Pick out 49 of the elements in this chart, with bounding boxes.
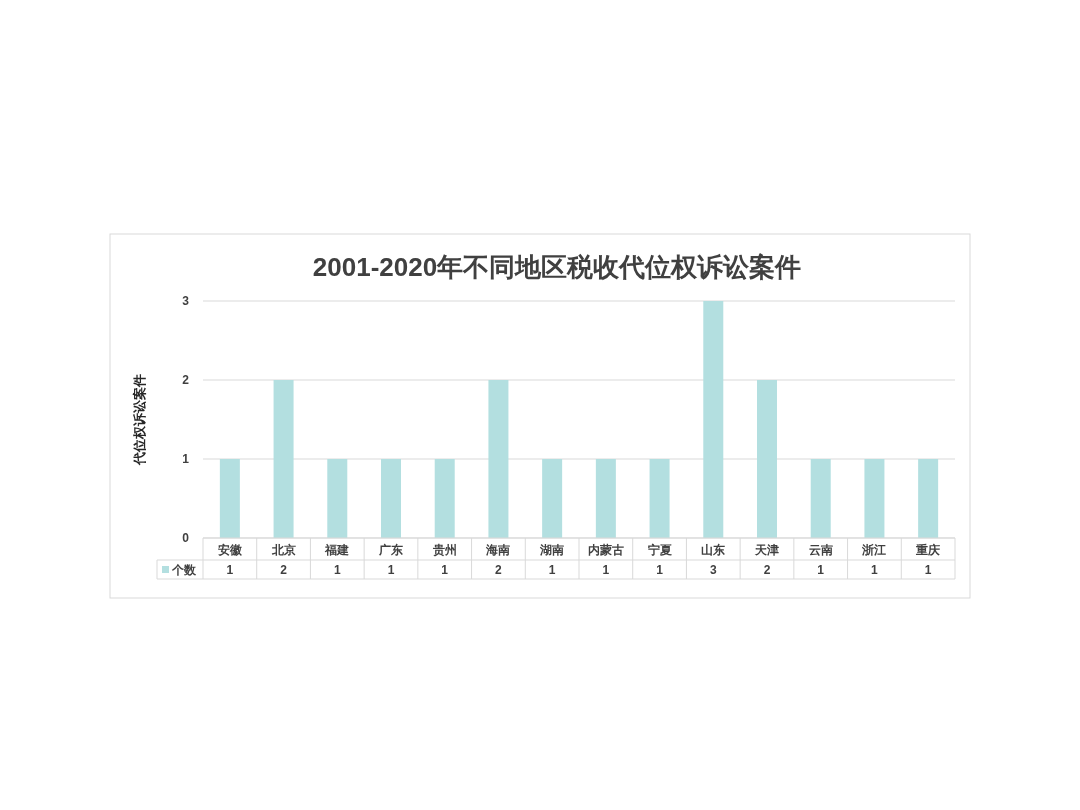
bar	[273, 380, 294, 538]
data-label: 1	[656, 563, 664, 577]
bar	[757, 380, 777, 538]
y-tick-label: 3	[182, 294, 190, 308]
data-label: 1	[548, 563, 556, 577]
bar	[381, 459, 401, 538]
x-tick-label: 宁夏	[647, 543, 672, 557]
x-tick-label: 安徽	[217, 543, 243, 557]
bar	[327, 459, 348, 538]
data-label: 3	[709, 563, 717, 577]
data-label: 2	[763, 563, 771, 577]
y-tick-label: 1	[182, 452, 190, 466]
bar	[918, 459, 939, 538]
x-tick-label: 福建	[324, 543, 350, 557]
bar	[219, 459, 240, 538]
x-tick-label: 广东	[378, 543, 403, 557]
data-label: 2	[280, 563, 288, 577]
bar	[810, 459, 831, 538]
data-label: 2	[495, 563, 503, 577]
data-label: 1	[924, 563, 932, 577]
x-tick-label: 重庆	[915, 543, 941, 557]
bar	[703, 301, 724, 538]
bar	[595, 459, 616, 538]
x-tick-label: 山东	[701, 543, 726, 557]
data-label: 1	[817, 563, 825, 577]
x-tick-label: 贵州	[431, 543, 457, 557]
x-tick-label: 内蒙古	[587, 543, 624, 557]
bar	[488, 380, 509, 538]
x-tick-label: 天津	[754, 543, 779, 557]
bar	[542, 459, 563, 538]
y-tick-label: 2	[182, 373, 190, 387]
bar	[434, 459, 455, 538]
x-tick-label: 北京	[270, 543, 296, 557]
data-label: 1	[226, 563, 234, 577]
data-label: 1	[871, 563, 879, 577]
chart-title: 2001-2020年不同地区税收代位权诉讼案件	[312, 252, 802, 282]
x-tick-label: 浙江	[861, 543, 887, 557]
data-label: 1	[333, 563, 341, 577]
y-tick-label: 0	[182, 531, 190, 545]
bar	[649, 459, 670, 538]
data-label: 1	[602, 563, 610, 577]
data-label: 1	[441, 563, 449, 577]
legend-label: 个数	[171, 563, 197, 577]
y-axis-title: 代位权诉讼案件	[132, 374, 147, 466]
bar	[864, 459, 885, 538]
x-tick-label: 海南	[485, 543, 511, 557]
x-tick-label: 湖南	[539, 543, 565, 557]
x-tick-label: 云南	[808, 543, 833, 557]
data-label: 1	[387, 563, 395, 577]
